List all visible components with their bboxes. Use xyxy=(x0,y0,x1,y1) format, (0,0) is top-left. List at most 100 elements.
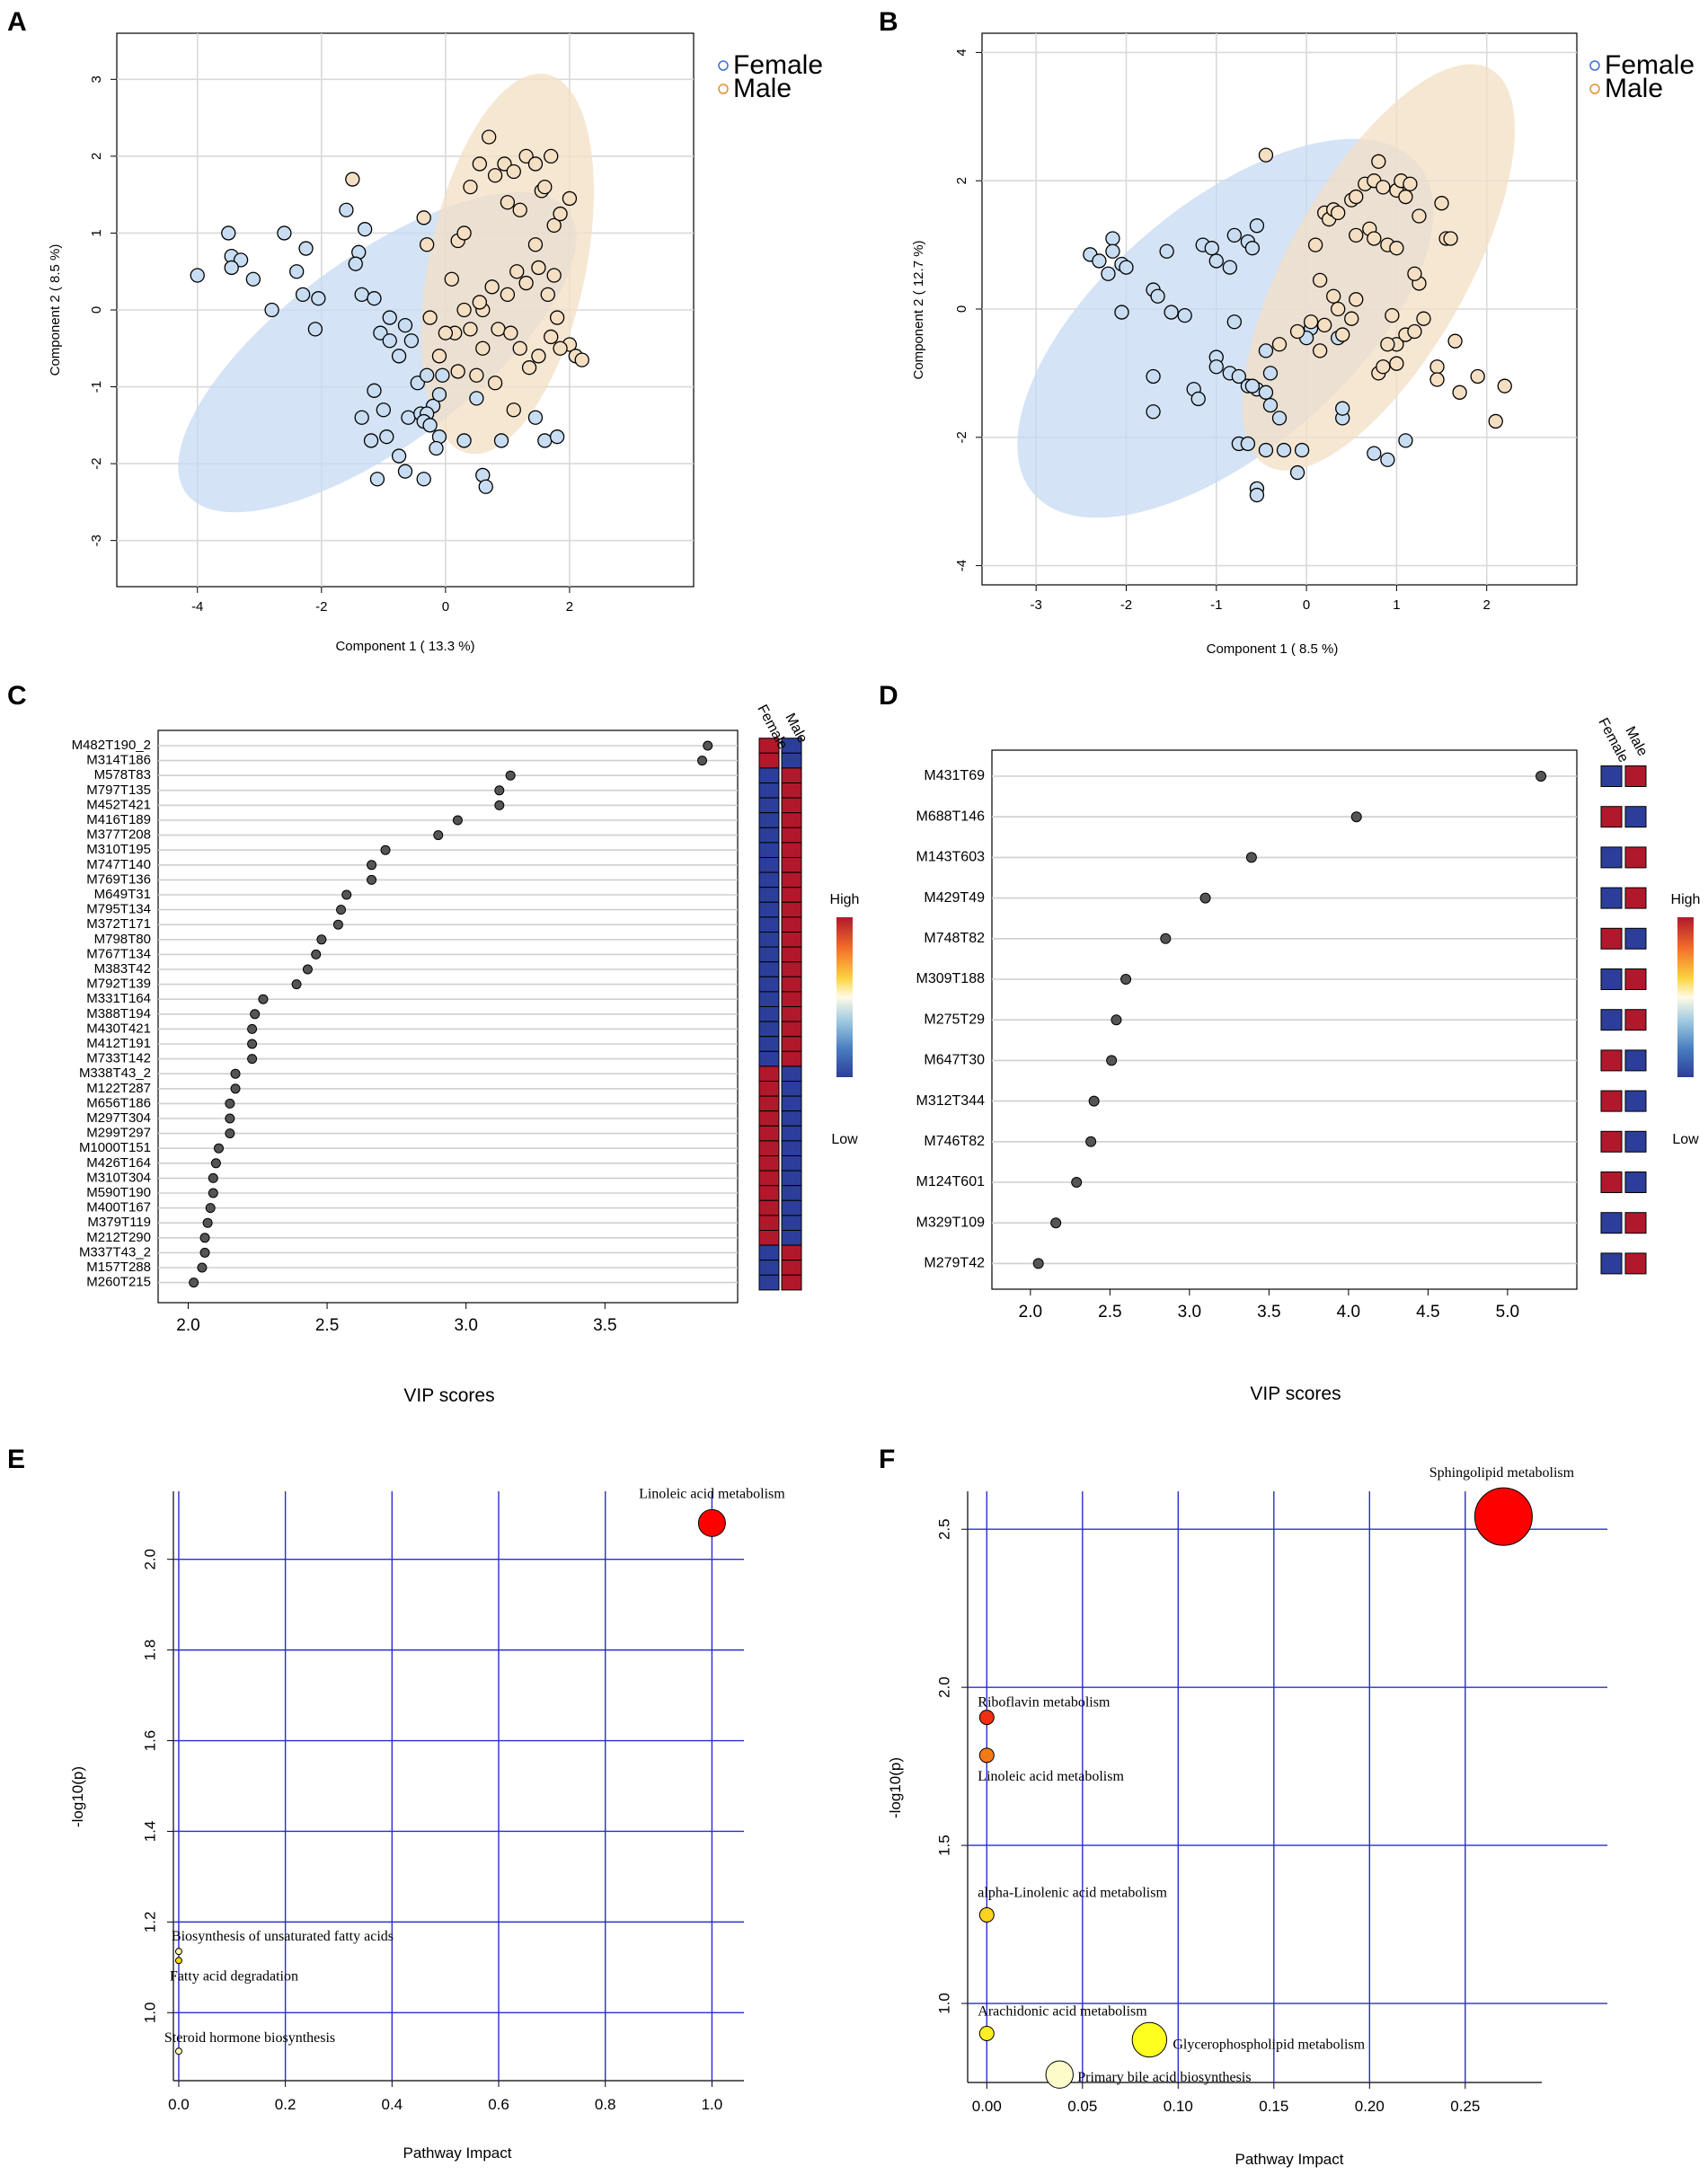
vip-point xyxy=(225,1098,235,1109)
data-point-male xyxy=(509,264,525,279)
panel-a-x-axis-title: Component 1 ( 13.3 %) xyxy=(335,639,474,654)
panel-label-b: B xyxy=(879,7,898,37)
panel-d: M431T69 M688T146 M143T603 M429T49 M748T82 M30… xyxy=(916,716,1701,1404)
y-tick-label: -1 xyxy=(89,381,104,393)
heat-cell-female xyxy=(758,752,780,769)
feature-label: M279T42 xyxy=(924,1256,985,1271)
pathway-label: Glycerophospholipid metabolism xyxy=(1173,2037,1365,2052)
feature-label: M769T136 xyxy=(86,871,151,887)
vip-point xyxy=(703,740,713,751)
legend-male-label: Male xyxy=(1605,74,1663,103)
heat-cell-male xyxy=(781,812,802,828)
feature-label: M383T42 xyxy=(94,961,151,977)
heat-cell-female xyxy=(758,887,780,903)
data-point-female xyxy=(233,252,249,268)
data-point-male xyxy=(482,129,497,145)
heat-cell-male xyxy=(781,827,802,844)
heat-cell-male xyxy=(781,1095,802,1112)
heat-cell-female xyxy=(758,871,780,889)
x-tick-label: 0 xyxy=(442,599,449,614)
pathway-bubble xyxy=(174,1957,182,1965)
feature-label: M482T190_2 xyxy=(72,738,151,753)
heat-cell-female xyxy=(758,1244,780,1261)
data-point-male xyxy=(544,329,559,345)
feature-label: M338T43_2 xyxy=(79,1065,151,1081)
data-point-male xyxy=(544,148,559,164)
feature-label: M1000T151 xyxy=(79,1140,151,1155)
y-tick-label: 2 xyxy=(89,153,104,160)
vip-point xyxy=(247,1054,258,1065)
data-point-female xyxy=(1114,305,1129,320)
data-point-male xyxy=(1367,231,1382,246)
panel-f-x-axis-title: Pathway Impact xyxy=(1235,2151,1344,2168)
data-point-female xyxy=(537,433,553,448)
heat-cell-male xyxy=(781,1199,802,1216)
feature-label: M337T43_2 xyxy=(79,1244,151,1260)
vip-point xyxy=(494,785,505,796)
data-point-female xyxy=(401,410,416,425)
panel-f-y-axis-title: -log10(p) xyxy=(887,1757,904,1818)
heat-cell-female xyxy=(758,1185,780,1201)
vip-point xyxy=(199,1233,210,1243)
x-tick-label: 0.2 xyxy=(275,2096,296,2113)
heat-cell-female xyxy=(1600,968,1623,990)
data-point-female xyxy=(376,402,391,418)
data-point-female xyxy=(224,260,239,276)
data-point-male xyxy=(549,310,565,325)
data-point-male xyxy=(420,237,435,252)
data-point-male xyxy=(1389,241,1404,256)
pathway-label: Fatty acid degradation xyxy=(170,1968,298,1984)
heat-cell-male xyxy=(781,887,802,903)
feature-label: M310T195 xyxy=(86,842,151,857)
data-point-male xyxy=(1376,180,1391,195)
x-tick-label: 3.5 xyxy=(1257,1303,1280,1322)
vip-point xyxy=(1199,892,1211,904)
data-point-male xyxy=(527,156,544,172)
heat-cell-female xyxy=(758,1021,780,1038)
pathway-label: alpha-Linolenic acid metabolism xyxy=(978,1886,1167,1901)
data-point-male xyxy=(1371,154,1386,169)
feature-label: M124T601 xyxy=(916,1174,986,1189)
pathway-label: Riboflavin metabolism xyxy=(978,1695,1111,1711)
data-point-female xyxy=(379,429,394,445)
feature-label: M649T31 xyxy=(94,887,151,902)
data-point-male xyxy=(531,349,546,364)
data-point-female xyxy=(1249,218,1265,234)
data-point-male xyxy=(469,367,484,383)
x-tick-label: 2.5 xyxy=(315,1316,339,1335)
feature-label: M372T171 xyxy=(86,916,151,932)
vip-point xyxy=(1535,771,1547,782)
heat-cell-female xyxy=(758,827,780,844)
feature-label: M647T30 xyxy=(924,1053,985,1068)
data-point-male xyxy=(500,287,516,303)
heat-cell-male xyxy=(781,1050,802,1067)
x-tick-label: 2.5 xyxy=(1098,1303,1121,1322)
y-tick-label: 2.0 xyxy=(935,1676,952,1698)
data-point-male xyxy=(1398,189,1413,205)
heat-cell-female xyxy=(758,812,780,828)
vip-point xyxy=(452,815,463,826)
heat-cell-male xyxy=(1624,1212,1647,1234)
data-point-male xyxy=(546,217,562,234)
vip-point xyxy=(1071,1177,1083,1188)
panel-e: 0.0 0.2 0.4 0.6 0.8 1.0 1.0 1.2 1.4 1.6 1.8 2.0 Lin… xyxy=(69,1486,785,2162)
heat-cell-female xyxy=(758,1140,780,1157)
heat-cell-female xyxy=(1600,887,1623,909)
heat-cell-male xyxy=(781,1110,802,1127)
feature-label: M795T134 xyxy=(86,902,151,917)
feature-label: M260T215 xyxy=(86,1275,151,1290)
data-point-male xyxy=(1389,356,1404,371)
data-point-female xyxy=(1190,391,1206,407)
x-tick-label: 1.0 xyxy=(702,2096,723,2113)
data-point-female xyxy=(367,383,382,398)
data-point-female xyxy=(1222,260,1237,275)
feature-label: M143T603 xyxy=(916,850,986,865)
data-point-male xyxy=(463,322,478,337)
data-point-female xyxy=(1146,368,1161,385)
data-point-female xyxy=(422,418,438,433)
panel-label-c: C xyxy=(7,681,27,711)
data-point-female xyxy=(339,202,354,217)
data-point-female xyxy=(391,349,407,364)
vip-point xyxy=(302,964,313,975)
